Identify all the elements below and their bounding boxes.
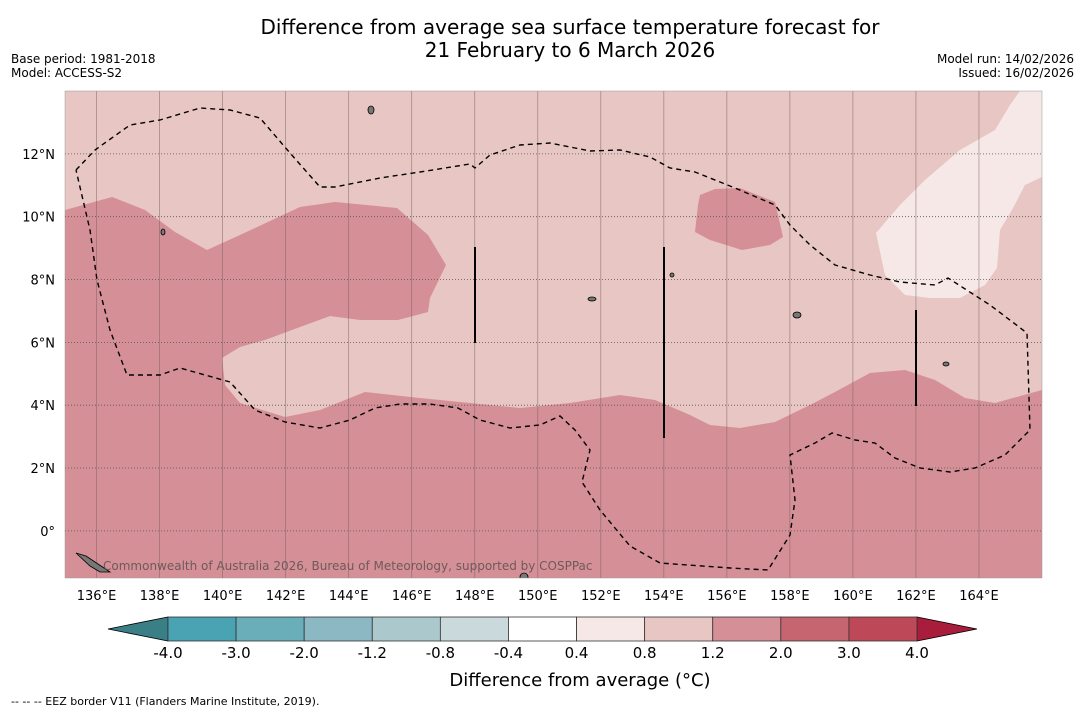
x-tick-label: 156°E (707, 589, 747, 604)
colorbar-tick-label: -0.8 (426, 644, 455, 662)
x-tick-label: 154°E (644, 589, 684, 604)
x-tick-label: 140°E (203, 589, 243, 604)
y-tick-label: 10°N (22, 211, 55, 226)
y-tick-label: 12°N (22, 148, 55, 163)
y-tick-label: 6°N (31, 336, 56, 351)
x-tick-label: 158°E (770, 589, 810, 604)
colorbar-bin (712, 616, 782, 642)
colorbar-tick-label: 0.4 (565, 644, 589, 662)
base-period: Base period: 1981-2018 (11, 52, 156, 66)
copyright-watermark: Commonwealth of Australia 2026, Bureau o… (103, 559, 593, 573)
issued-date: Issued: 16/02/2026 (958, 66, 1074, 80)
x-tick-label: 152°E (581, 589, 621, 604)
colorbar-bin (508, 616, 577, 642)
colorbar-tick-label: 1.2 (701, 644, 725, 662)
model-name: Model: ACCESS-S2 (11, 66, 123, 80)
x-tick-label: 142°E (266, 589, 306, 604)
colorbar-tick-label: -3.0 (221, 644, 250, 662)
y-tick-labels: 12°N 10°N 8°N 6°N 4°N 2°N 0° (22, 148, 55, 540)
chart-title: Difference from average sea surface temp… (170, 16, 970, 62)
title-line-1: Difference from average sea surface temp… (260, 15, 880, 39)
x-tick-label: 162°E (896, 589, 936, 604)
x-tick-label: 146°E (392, 589, 432, 604)
colorbar-bin (439, 616, 509, 642)
colorbar-tick-label: 0.8 (633, 644, 657, 662)
eez-border (75, 107, 1031, 571)
meta-right: Model run: 14/02/2026 Issued: 16/02/2026 (937, 52, 1074, 80)
colorbar-bin (167, 616, 237, 642)
islands (75, 105, 950, 578)
region-anomaly-0.4-0.8 (876, 91, 1042, 298)
colorbar-extend-high (916, 616, 978, 642)
x-tick-label: 148°E (455, 589, 495, 604)
region-anomaly-1.2-2.0-blob (695, 188, 783, 250)
colorbar-bin (303, 616, 373, 642)
y-tick-label: 4°N (31, 399, 56, 414)
colorbar-bin (848, 616, 918, 642)
colorbar-tick-label: 3.0 (837, 644, 861, 662)
colorbar-label: Difference from average (°C) (449, 670, 711, 691)
x-tick-label: 136°E (77, 589, 117, 604)
footnote: -- -- -- EEZ border V11 (Flanders Marine… (11, 695, 320, 708)
y-tick-label: 8°N (31, 274, 56, 289)
y-tick-label: 0° (40, 525, 55, 540)
colorbar-tick-label: -0.4 (494, 644, 523, 662)
y-tick-label: 2°N (31, 462, 56, 477)
colorbar-tick-label: -4.0 (153, 644, 182, 662)
colorbar-tick-label: -2.0 (290, 644, 319, 662)
colorbar-tick-label: 4.0 (905, 644, 929, 662)
colorbar-bin (780, 616, 850, 642)
colorbar-tick-label: 2.0 (769, 644, 793, 662)
meta-left: Base period: 1981-2018 Model: ACCESS-S2 (11, 52, 156, 80)
colorbar-bin (371, 616, 441, 642)
x-tick-labels: 136°E 138°E 140°E 142°E 144°E 146°E 148°E 150°E… (77, 589, 999, 604)
colorbar-bin (576, 616, 646, 642)
x-tick-label: 138°E (140, 589, 180, 604)
title-line-2: 21 February to 6 March 2026 (424, 38, 716, 62)
x-tick-label: 144°E (329, 589, 369, 604)
colorbar-bin (644, 616, 714, 642)
x-tick-label: 164°E (959, 589, 999, 604)
x-tick-label: 150°E (518, 589, 558, 604)
colorbar-extend-low (107, 616, 169, 642)
model-run: Model run: 14/02/2026 (936, 52, 1074, 66)
colorbar-bin (235, 616, 305, 642)
x-tick-label: 160°E (833, 589, 873, 604)
gridlines (65, 91, 1042, 578)
transect-lines (474, 247, 917, 438)
colorbar-tick-label: -1.2 (358, 644, 387, 662)
